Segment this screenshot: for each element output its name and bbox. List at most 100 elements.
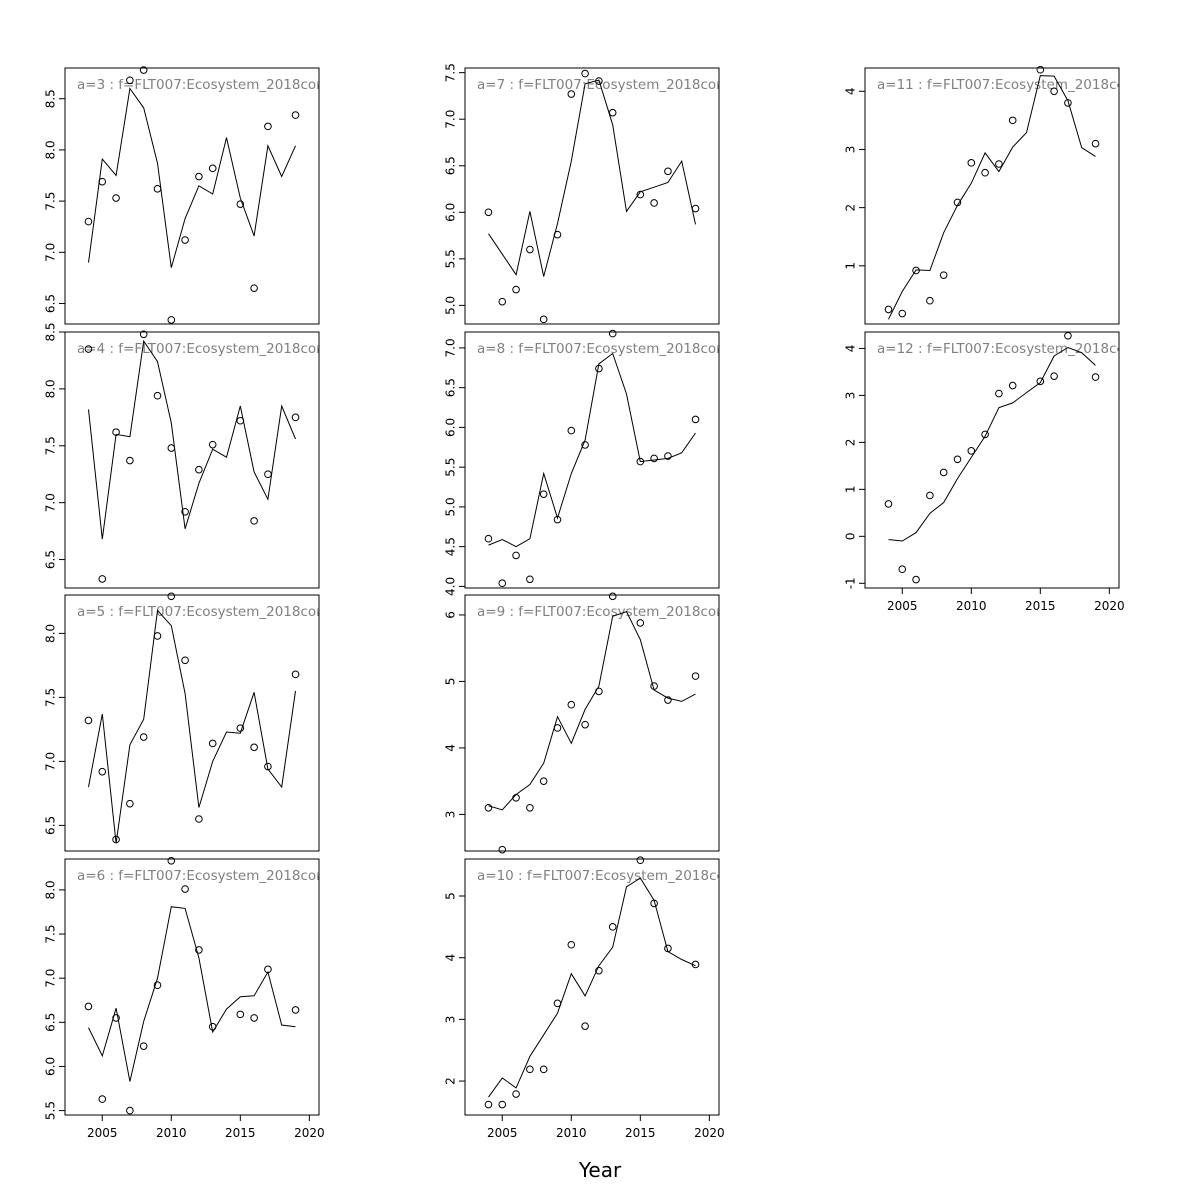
data-point (636, 190, 645, 199)
panel-title: a=6 : f=FLT007:Ecosystem_2018cor (77, 868, 322, 884)
data-point (484, 534, 493, 543)
data-point (167, 444, 176, 452)
data-point (581, 1022, 589, 1030)
data-point (112, 1014, 120, 1022)
data-point (539, 490, 548, 498)
data-point (608, 592, 617, 601)
data-point (995, 389, 1003, 398)
data-point (98, 177, 107, 186)
data-point (884, 500, 893, 508)
y-tick-label: 2 (844, 439, 858, 447)
panel-frame (64, 67, 320, 325)
panel-title: a=4 : f=FLT007:Ecosystem_2018cor (77, 341, 322, 357)
data-point (512, 285, 520, 294)
y-tick-label: 8.5 (44, 322, 58, 341)
data-point (250, 743, 258, 752)
data-point (608, 329, 617, 338)
y-tick-label: 4.5 (444, 537, 458, 556)
data-point (112, 194, 120, 202)
data-point (926, 491, 934, 500)
data-point (553, 230, 562, 239)
x-tick-label: 2010 (156, 1126, 187, 1140)
data-point (498, 579, 507, 588)
data-point (112, 835, 120, 844)
data-point (195, 815, 203, 823)
y-tick-label: 8.0 (44, 624, 58, 643)
x-tick-label: 2020 (694, 1126, 725, 1140)
data-point (1050, 87, 1058, 96)
y-tick-label: 6.5 (44, 294, 58, 313)
panel-frame (464, 594, 720, 852)
data-point (1008, 381, 1017, 390)
y-tick-label: 7.5 (44, 688, 58, 707)
data-point (539, 777, 548, 785)
data-point (291, 111, 300, 119)
data-point (595, 966, 603, 975)
y-tick-label: 6.5 (444, 378, 458, 397)
y-tick-label: 5 (444, 678, 458, 686)
data-point (291, 413, 300, 422)
panel-title: a=7 : f=FLT007:Ecosystem_2018cor (477, 77, 722, 93)
fitted-line (888, 346, 1096, 542)
data-point (595, 364, 603, 373)
panel-7: 3 4 5 6 a=9 : f=FLT007:Ecosystem_2018cor (444, 592, 720, 854)
x-tick-label: 2015 (225, 1126, 256, 1140)
panel-title: a=3 : f=FLT007:Ecosystem_2018cor (77, 77, 322, 93)
data-point (526, 803, 534, 812)
fitted-line (88, 609, 296, 844)
data-point (484, 208, 493, 217)
y-tick-label: 1 (844, 262, 858, 270)
data-point (208, 164, 217, 173)
data-point (608, 108, 617, 117)
panel-title: a=12 : f=FLT007:Ecosystem_2018cor (877, 341, 1131, 357)
data-point (181, 656, 189, 665)
fitted-line (488, 352, 696, 548)
y-tick-label: 4.0 (444, 577, 458, 596)
y-tick-label: 6 (444, 611, 458, 619)
y-tick-label: 7.0 (444, 110, 458, 129)
data-point (126, 76, 134, 85)
data-point (567, 700, 576, 709)
y-tick-label: 7.0 (44, 493, 58, 512)
x-tick-label: 2010 (956, 599, 987, 613)
data-point (567, 940, 576, 949)
y-tick-label: 2 (844, 204, 858, 212)
y-tick-label: 7.0 (44, 969, 58, 988)
y-tick-label: 3 (844, 392, 858, 400)
y-tick-label: 6.5 (44, 816, 58, 835)
data-point (884, 305, 893, 314)
panel-frame (64, 858, 320, 1116)
y-tick-label: 6.0 (444, 418, 458, 437)
data-point (995, 160, 1003, 168)
data-point (498, 1100, 507, 1109)
y-tick-label: 0 (844, 533, 858, 541)
data-point (84, 217, 93, 226)
data-point (84, 1002, 93, 1011)
y-tick-label: 4 (844, 345, 858, 353)
data-point (567, 426, 576, 435)
y-tick-label: 5.5 (444, 249, 458, 268)
data-point (953, 198, 962, 207)
data-point (608, 923, 617, 931)
data-point (291, 670, 300, 679)
y-tick-label: 7.0 (44, 243, 58, 262)
data-point (153, 981, 162, 990)
data-point (898, 565, 907, 574)
data-point (581, 720, 589, 729)
data-point (650, 899, 658, 908)
data-point (526, 1065, 534, 1074)
data-point (195, 465, 203, 474)
data-point (208, 440, 217, 449)
data-point (167, 316, 176, 324)
data-point (581, 441, 589, 449)
data-point (236, 416, 245, 425)
data-point (264, 965, 272, 974)
data-point (139, 733, 148, 741)
panel-frame (464, 331, 720, 589)
data-point (195, 946, 203, 954)
data-point (112, 428, 120, 436)
data-point (126, 456, 134, 465)
data-point (691, 204, 700, 213)
y-tick-label: 6.0 (44, 1057, 58, 1076)
y-tick-label: 2 (444, 1077, 458, 1085)
